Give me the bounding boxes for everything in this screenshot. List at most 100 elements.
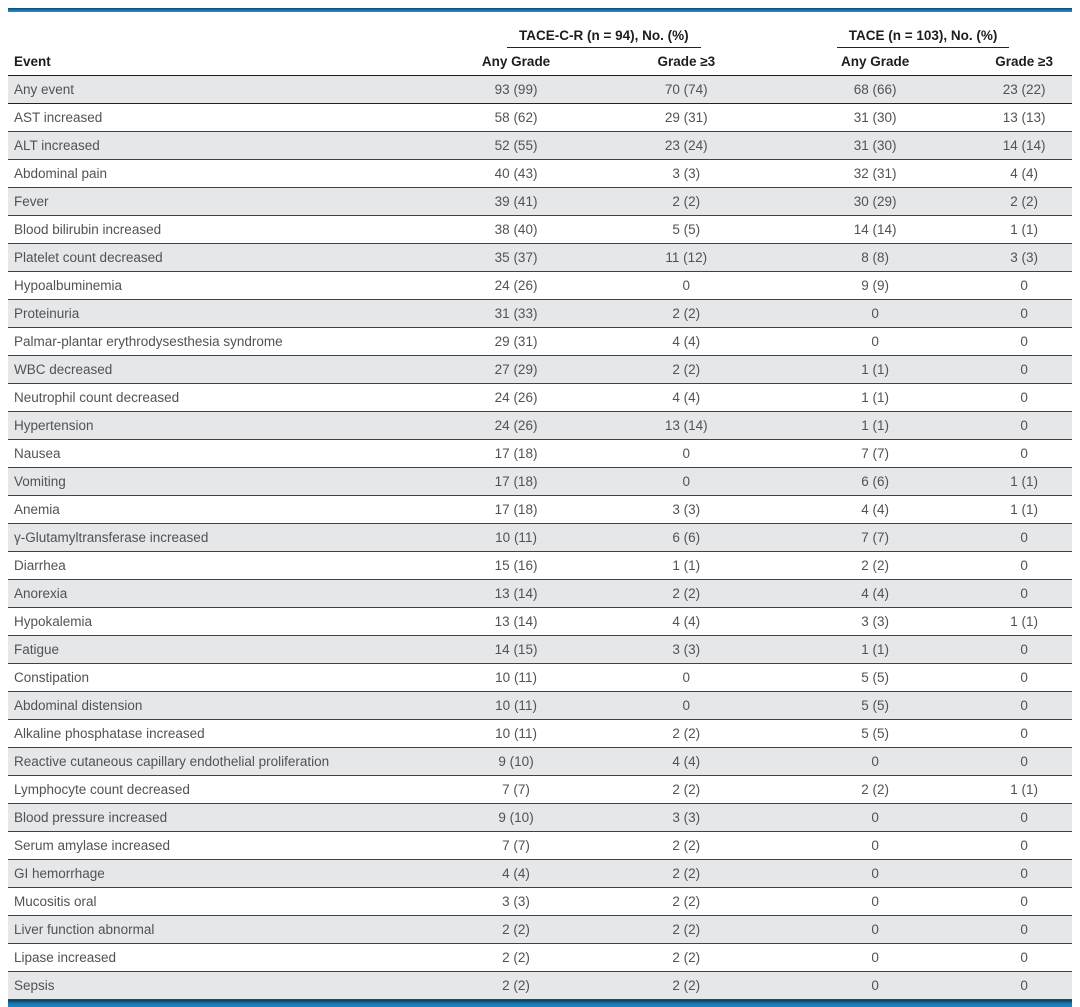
value-cell: 13 (14) [664,418,708,433]
value-cell: 0 [1020,838,1028,853]
value-cell: 31 (30) [853,138,897,153]
value-cell: 4 (4) [672,390,701,405]
table-row: Fever 39 (41) 2 (2) 30 (29) 2 (2) [8,187,1072,216]
column-header-grade-ge3-1: Grade ≥3 [657,54,716,69]
event-label: Hypoalbuminemia [14,278,123,293]
value-cell: 0 [1020,334,1028,349]
value-cell: 29 (31) [494,334,538,349]
value-cell: 2 (2) [672,306,701,321]
value-cell: 13 (14) [494,586,538,601]
value-cell: 0 [1020,698,1028,713]
value-cell: 10 (11) [495,726,537,741]
value-cell: 27 (29) [494,362,538,377]
table-row: Nausea 17 (18) 0 7 (7) 0 [8,440,1072,468]
value-cell: 2 (2) [672,726,701,741]
value-cell: 32 (31) [853,166,897,181]
value-cell: 2 (2) [672,866,701,881]
value-cell: 0 [1020,306,1028,321]
value-cell: 9 (9) [861,278,890,293]
value-cell: 24 (26) [494,278,538,293]
value-cell: 2 (2) [672,362,701,377]
event-label: Neutrophil count decreased [14,390,180,405]
table-row: Anemia 17 (18) 3 (3) 4 (4) 1 (1) [8,496,1072,524]
value-cell: 0 [871,894,879,909]
value-cell: 17 (18) [494,502,538,517]
value-cell: 2 (2) [861,782,890,797]
value-cell: 0 [1020,530,1028,545]
group-header-row: TACE-C-R (n = 94), No. (%) TACE (n = 103… [8,18,1072,48]
value-cell: 2 (2) [502,950,530,965]
value-cell: 0 [1020,726,1028,741]
value-cell: 0 [1020,446,1028,461]
value-cell: 10 (11) [495,670,537,685]
value-cell: 0 [871,810,879,825]
value-cell: 4 (4) [672,614,701,629]
table-row: γ-Glutamyltransferase increased 10 (11) 6 … [8,523,1072,552]
table-row: GI hemorrhage 4 (4) 2 (2) 0 0 [8,859,1072,888]
value-cell: 2 (2) [672,838,701,853]
event-label: Hypokalemia [14,614,93,629]
value-cell: 0 [1020,278,1028,293]
value-cell: 3 (3) [502,894,530,909]
value-cell: 14 (14) [853,222,897,237]
value-cell: 3 (3) [672,502,701,517]
table-row: Blood pressure increased 9 (10) 3 (3) 0 0 [8,803,1072,832]
table-row: WBC decreased 27 (29) 2 (2) 1 (1) 0 [8,355,1072,384]
value-cell: 11 (12) [665,250,708,265]
value-cell: 0 [682,670,691,685]
value-cell: 2 (2) [861,558,890,573]
value-cell: 52 (55) [494,138,538,153]
table-row: Alkaline phosphatase increased 10 (11) 2 (… [8,720,1072,748]
value-cell: 7 (7) [861,446,890,461]
event-label: Abdominal pain [14,166,108,181]
table-row: Constipation 10 (11) 0 5 (5) 0 [8,664,1072,692]
value-cell: 14 (14) [1002,138,1046,153]
table-row: Vomiting 17 (18) 0 6 (6) 1 (1) [8,467,1072,496]
adverse-events-table: TACE-C-R (n = 94), No. (%) TACE (n = 103… [8,18,1072,1000]
event-label: AST increased [14,110,103,125]
value-cell: 7 (7) [502,838,530,853]
table-row: AST increased 58 (62) 29 (31) 31 (30) 13 (13… [8,104,1072,132]
table-row: Fatigue 14 (15) 3 (3) 1 (1) 0 [8,635,1072,664]
event-label: Fatigue [14,642,60,657]
event-label: Lipase increased [14,950,117,965]
value-cell: 0 [871,334,879,349]
event-label: Serum amylase increased [14,838,171,853]
value-cell: 2 (2) [672,922,701,937]
event-label: Abdominal distension [14,698,143,713]
value-cell: 6 (6) [672,530,701,545]
value-cell: 0 [1020,586,1028,601]
event-label: Diarrhea [14,558,66,573]
event-label: Mucositis oral [14,894,97,909]
event-label: WBC decreased [14,362,113,377]
value-cell: 17 (18) [494,446,538,461]
value-cell: 3 (3) [1010,250,1038,265]
value-cell: 8 (8) [861,250,890,265]
value-cell: 0 [871,866,879,881]
table-row: Liver function abnormal 2 (2) 2 (2) 0 0 [8,915,1072,944]
value-cell: 0 [1020,894,1028,909]
value-cell: 0 [1020,670,1028,685]
event-label: Reactive cutaneous capillary endothelial… [14,754,330,769]
value-cell: 7 (7) [502,782,530,797]
value-cell: 1 (1) [1010,782,1038,797]
value-cell: 1 (1) [861,362,890,377]
event-label: Anorexia [14,586,68,601]
table-row: Lymphocyte count decreased 7 (7) 2 (2) 2 (2… [8,776,1072,804]
group-header-spacer [8,18,434,48]
value-cell: 0 [1020,362,1028,377]
event-label: Vomiting [14,474,66,489]
value-cell: 5 (5) [861,670,890,685]
table-row: Reactive cutaneous capillary endothelial… [8,747,1072,776]
value-cell: 1 (1) [1010,502,1038,517]
table-row: Any event 93 (99) 70 (74) 68 (66) 23 (22) [8,75,1072,104]
value-cell: 2 (2) [672,782,701,797]
value-cell: 0 [871,754,879,769]
value-cell: 0 [871,950,879,965]
value-cell: 68 (66) [853,82,897,97]
value-cell: 7 (7) [861,530,890,545]
table-row: Blood bilirubin increased 38 (40) 5 (5) 14 … [8,216,1072,244]
value-cell: 31 (30) [853,110,897,125]
event-label: Palmar-plantar erythrodysesthesia syndro… [14,334,283,349]
value-cell: 0 [682,474,691,489]
